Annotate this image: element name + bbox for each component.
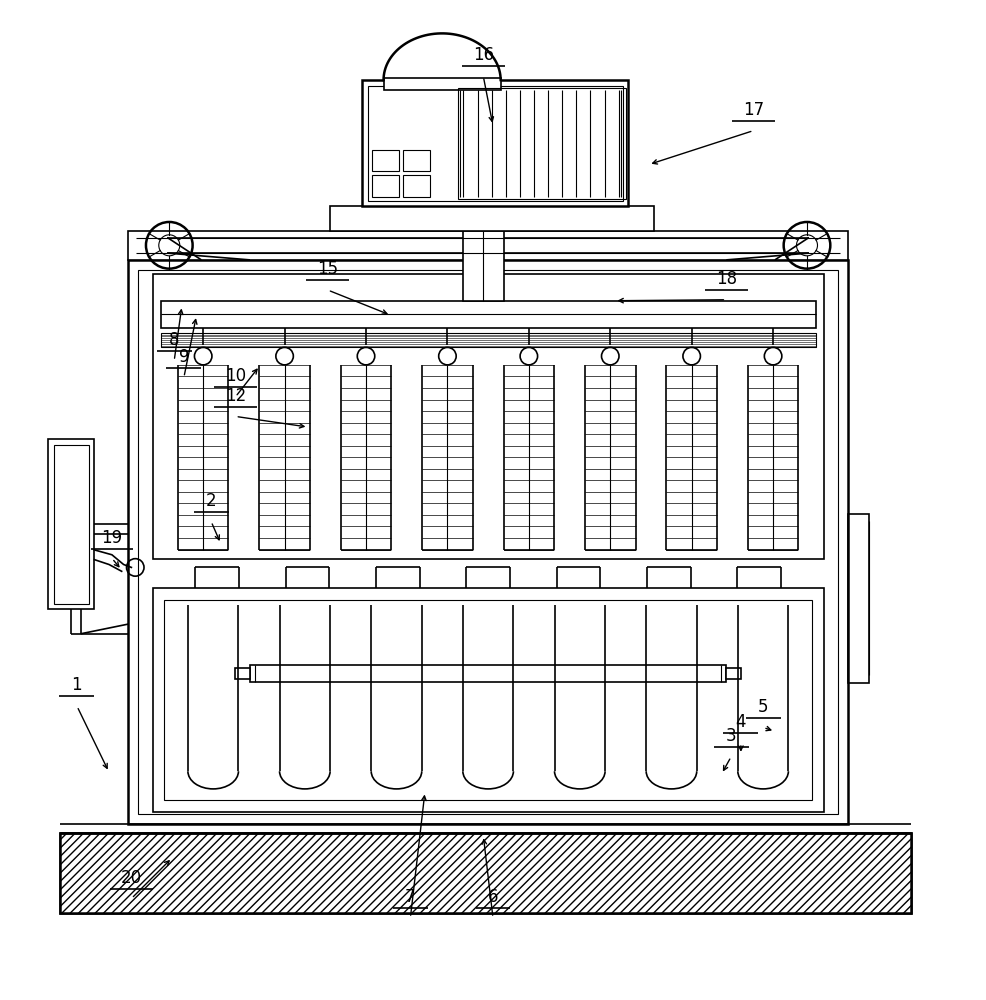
- Bar: [372, 150, 399, 171]
- Bar: [727, 668, 740, 679]
- Bar: [153, 274, 823, 559]
- Text: 2: 2: [206, 492, 216, 510]
- Bar: [384, 78, 501, 90]
- Bar: [128, 260, 848, 824]
- Bar: [330, 206, 654, 231]
- Text: 12: 12: [225, 387, 246, 405]
- Bar: [60, 833, 911, 913]
- Bar: [138, 270, 838, 814]
- Text: 15: 15: [317, 260, 338, 278]
- Text: 9: 9: [178, 348, 189, 366]
- Text: 5: 5: [758, 698, 768, 716]
- Bar: [153, 588, 823, 812]
- Text: 8: 8: [169, 331, 179, 349]
- Text: 4: 4: [736, 713, 746, 731]
- Bar: [128, 231, 848, 260]
- Bar: [250, 665, 727, 682]
- Text: 10: 10: [225, 367, 246, 385]
- Bar: [161, 333, 815, 347]
- Text: 18: 18: [716, 270, 737, 288]
- Bar: [403, 150, 430, 171]
- Text: 1: 1: [72, 676, 82, 694]
- Bar: [848, 514, 870, 683]
- Bar: [53, 445, 89, 604]
- Text: 20: 20: [121, 869, 142, 887]
- Bar: [60, 833, 911, 913]
- Text: 7: 7: [405, 888, 416, 906]
- Bar: [236, 668, 250, 679]
- Text: 17: 17: [743, 101, 764, 119]
- Text: 3: 3: [726, 727, 737, 745]
- Bar: [368, 86, 622, 201]
- Text: 6: 6: [488, 888, 498, 906]
- Text: 16: 16: [472, 46, 494, 64]
- Bar: [165, 600, 811, 800]
- Bar: [458, 88, 626, 199]
- Text: 19: 19: [102, 529, 122, 547]
- Bar: [362, 80, 628, 206]
- Bar: [403, 175, 430, 197]
- Bar: [47, 439, 95, 609]
- Bar: [161, 301, 815, 328]
- Bar: [372, 175, 399, 197]
- Bar: [462, 231, 504, 301]
